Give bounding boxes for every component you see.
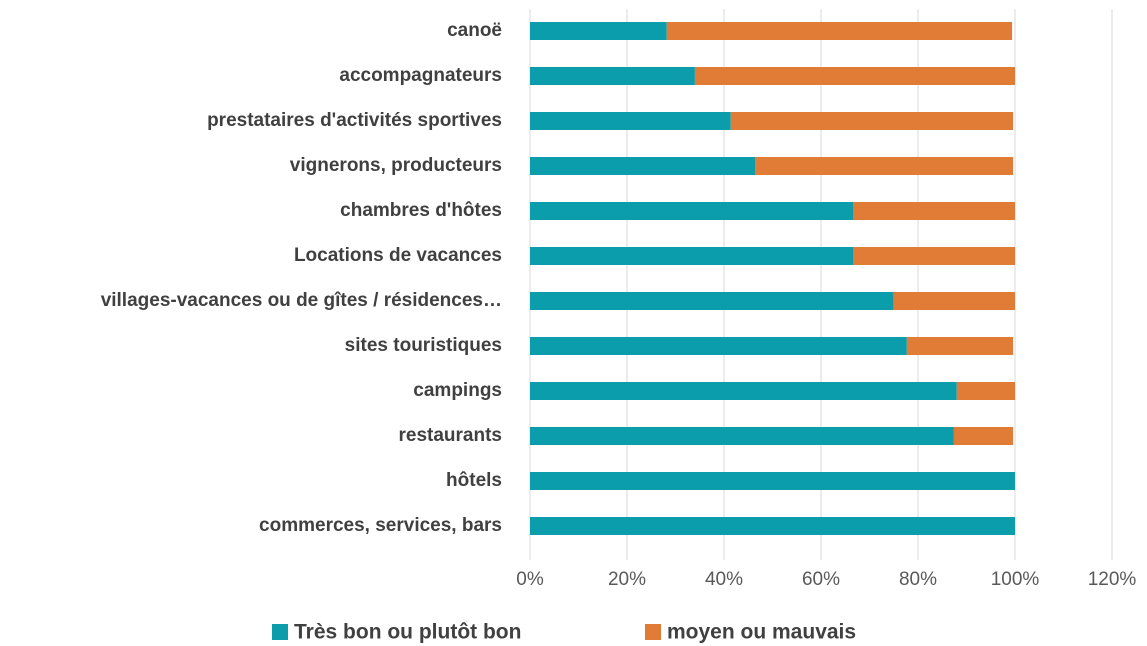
category-label: restaurants [399, 425, 503, 446]
x-tick-label: 100% [991, 569, 1040, 590]
x-tick-label: 20% [608, 569, 646, 590]
bar-segment [853, 247, 1015, 265]
bar-segment [530, 247, 854, 265]
bar-segment [956, 382, 1015, 400]
category-label: chambres d'hôtes [340, 200, 502, 221]
legend-swatch [645, 624, 661, 640]
x-tick-label: 80% [899, 569, 937, 590]
category-label: prestataires d'activités sportives [207, 110, 502, 131]
bar-segment [530, 22, 667, 40]
bar-segment [530, 112, 731, 130]
bar-segment [530, 292, 894, 310]
x-tick-label: 120% [1088, 569, 1137, 590]
x-tick-label: 40% [705, 569, 743, 590]
x-tick-label: 60% [802, 569, 840, 590]
category-label: accompagnateurs [339, 65, 502, 86]
x-tick-label: 0% [516, 569, 544, 590]
category-label: villages-vacances ou de gîtes / résidenc… [101, 290, 502, 311]
category-label: campings [413, 380, 502, 401]
bar-segment [694, 67, 1015, 85]
legend-label: moyen ou mauvais [667, 621, 856, 644]
bar-segment [730, 112, 1014, 130]
category-label: hôtels [446, 470, 502, 491]
bar-segment [906, 337, 1014, 355]
legend-label: Très bon ou plutôt bon [294, 621, 521, 644]
bar-segment [755, 157, 1014, 175]
category-label: sites touristiques [345, 335, 502, 356]
bar-segment [530, 382, 957, 400]
bar-segment [530, 337, 907, 355]
bar-segment [530, 202, 854, 220]
legend-swatch [272, 624, 288, 640]
bar-segment [530, 427, 954, 445]
bar-segment [666, 22, 1013, 40]
bar-segment [530, 517, 1015, 535]
bar-segment [953, 427, 1014, 445]
bar-segment [853, 202, 1015, 220]
category-label: Locations de vacances [294, 245, 502, 266]
bar-segment [530, 472, 1015, 490]
bar-segment [530, 157, 756, 175]
category-label: commerces, services, bars [259, 515, 502, 536]
bar-segment [530, 67, 695, 85]
bar-segment [893, 292, 1015, 310]
category-label: vignerons, producteurs [290, 155, 502, 176]
category-label: canoë [447, 20, 502, 41]
